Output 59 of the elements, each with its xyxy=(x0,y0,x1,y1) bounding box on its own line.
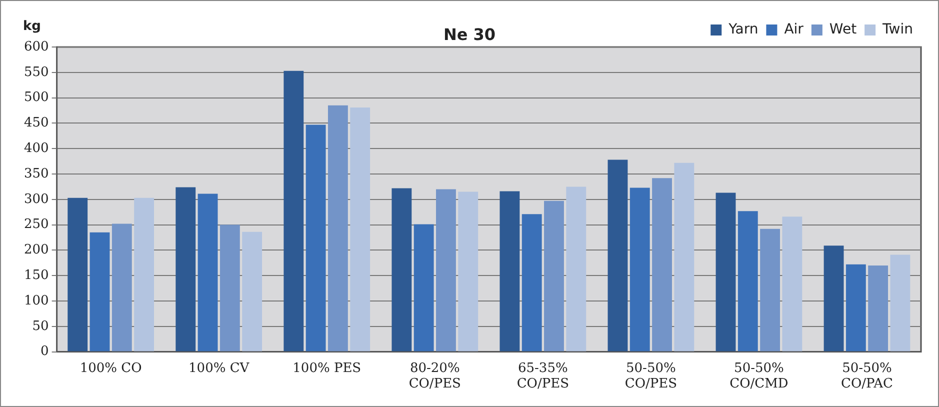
y-tick-label: 50 xyxy=(32,318,49,334)
legend-label: Wet xyxy=(829,22,858,38)
bar xyxy=(544,200,564,352)
bar xyxy=(458,192,478,352)
bar xyxy=(674,162,694,352)
bar xyxy=(90,232,110,352)
bar xyxy=(176,187,196,352)
bar xyxy=(738,211,758,352)
bar xyxy=(198,194,218,352)
y-tick-label: 0 xyxy=(40,344,49,360)
bar xyxy=(630,188,650,352)
x-tick-label: 50-50% CO/PAC xyxy=(841,360,893,392)
y-tick-label: 300 xyxy=(24,192,49,207)
y-tick-label: 250 xyxy=(24,217,49,232)
y-tick-label: 200 xyxy=(24,242,49,258)
legend-label: Air xyxy=(784,22,804,38)
x-tick-label: 50-50% CO/CMD xyxy=(730,360,788,392)
bar xyxy=(522,214,542,352)
x-tick-label: 100% CO xyxy=(80,360,142,376)
bar xyxy=(306,124,326,352)
x-tick-label: 100% CV xyxy=(188,360,250,376)
bar xyxy=(760,228,780,352)
bar xyxy=(350,107,370,352)
legend-label: Twin xyxy=(882,22,914,38)
x-tick-label: 50-50% CO/PES xyxy=(624,360,678,392)
bar xyxy=(220,224,240,352)
bar xyxy=(782,216,802,352)
y-tick-label: 400 xyxy=(24,140,49,156)
x-tick-label: 100% PES xyxy=(292,360,362,376)
bar xyxy=(868,265,888,352)
x-tick-label: 80-20% CO/PES xyxy=(408,360,461,392)
bar xyxy=(112,224,132,352)
bar xyxy=(242,232,262,352)
y-tick-label: 500 xyxy=(24,90,49,106)
bar xyxy=(500,191,520,352)
y-tick-label: 550 xyxy=(24,64,49,80)
bar xyxy=(608,160,628,352)
bar xyxy=(652,178,672,352)
y-axis-title: kg xyxy=(23,19,41,34)
bar xyxy=(284,70,304,352)
bar xyxy=(824,246,844,352)
bar xyxy=(436,189,456,352)
chart-title: Ne 30 xyxy=(443,25,496,44)
y-tick-label: 100 xyxy=(24,293,49,308)
bar xyxy=(328,105,348,352)
x-tick-label: 65-35% CO/PES xyxy=(516,360,569,392)
y-tick-label: 350 xyxy=(24,166,49,182)
bar xyxy=(890,254,910,352)
bar xyxy=(68,198,88,352)
y-tick-label: 450 xyxy=(24,116,49,131)
bar xyxy=(134,198,154,352)
bar xyxy=(392,188,412,352)
bar xyxy=(414,224,434,352)
bar xyxy=(846,264,866,352)
y-tick-label: 600 xyxy=(24,39,49,54)
bar xyxy=(566,186,586,352)
y-tick-label: 150 xyxy=(24,268,49,283)
bar xyxy=(716,192,736,352)
legend-label: Yarn xyxy=(728,22,758,38)
